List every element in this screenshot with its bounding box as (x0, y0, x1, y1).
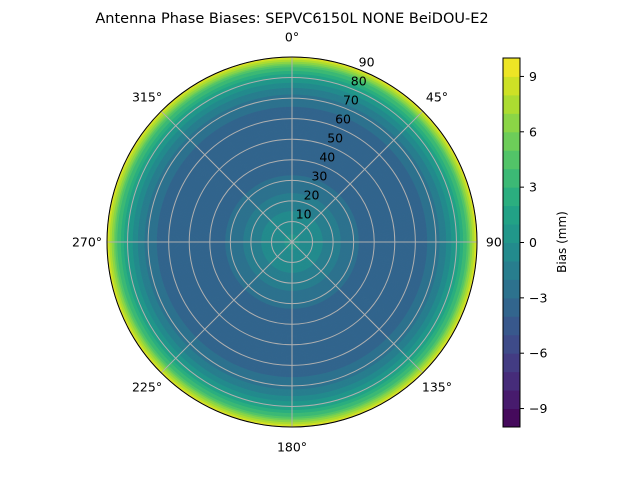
colorbar-level (503, 316, 520, 336)
radial-tick-label: 10 (296, 206, 312, 221)
angular-gridline (160, 241, 293, 374)
angular-tick-label: 225° (132, 379, 162, 394)
colorbar-level (503, 205, 520, 225)
colorbar-tick-label: 9 (529, 69, 537, 84)
colorbar-level (503, 113, 520, 133)
radial-tick-label: 90 (359, 54, 375, 69)
angular-gridline (291, 110, 424, 243)
colorbar-level (503, 353, 520, 373)
angular-tick-label: 135° (422, 379, 452, 394)
colorbar-level (503, 150, 520, 170)
radial-tick-label: 30 (311, 168, 327, 183)
angular-gridline (160, 110, 293, 243)
tick-labels: 0°45°90°135°180°225°270°315°102030405060… (72, 30, 508, 455)
radial-tick-label: 80 (351, 73, 367, 88)
colorbar-level (503, 297, 520, 317)
colorbar-tick-label: −3 (529, 290, 547, 305)
colorbar-label: Bias (mm) (555, 211, 569, 273)
radial-tick-label: 70 (343, 92, 359, 107)
polar-grid (106, 56, 478, 428)
angular-tick-label: 315° (132, 90, 162, 105)
chart-title: Antenna Phase Biases: SEPVC6150L NONE Be… (95, 11, 488, 27)
radial-tick-label: 40 (319, 149, 335, 164)
angular-tick-label: 45° (426, 90, 448, 105)
colorbar-level (503, 131, 520, 151)
colorbar-level (503, 279, 520, 299)
angular-tick-label: 270° (72, 235, 102, 250)
radial-tick-label: 20 (304, 187, 320, 202)
angular-gridline (291, 241, 424, 374)
colorbar-tick-label: 0 (529, 235, 537, 250)
colorbar-level (503, 334, 520, 354)
colorbar-tick-label: −6 (529, 346, 547, 361)
colorbar-level (503, 187, 520, 207)
colorbar-tick-label: 3 (529, 180, 537, 195)
colorbar-tick-label: −9 (529, 401, 547, 416)
angular-tick-label: 0° (285, 30, 299, 45)
polar-frame (106, 56, 478, 428)
radial-tick-label: 60 (335, 111, 351, 126)
colorbar-level (503, 224, 520, 243)
colorbar-level (503, 168, 520, 188)
colorbar-level (503, 76, 520, 96)
colorbar-level (503, 390, 520, 410)
colorbar-level (503, 242, 520, 262)
colorbar-level (503, 371, 520, 391)
radial-tick-label: 50 (327, 130, 343, 145)
colorbar: −9 −6 −3 0 3 6 9 (502, 57, 547, 428)
colorbar-level (503, 408, 520, 428)
angular-tick-label: 180° (277, 440, 307, 455)
colorbar-level (503, 260, 520, 280)
colorbar-level (503, 94, 520, 114)
colorbar-tick-label: 6 (529, 124, 537, 139)
colorbar-level (503, 58, 520, 77)
